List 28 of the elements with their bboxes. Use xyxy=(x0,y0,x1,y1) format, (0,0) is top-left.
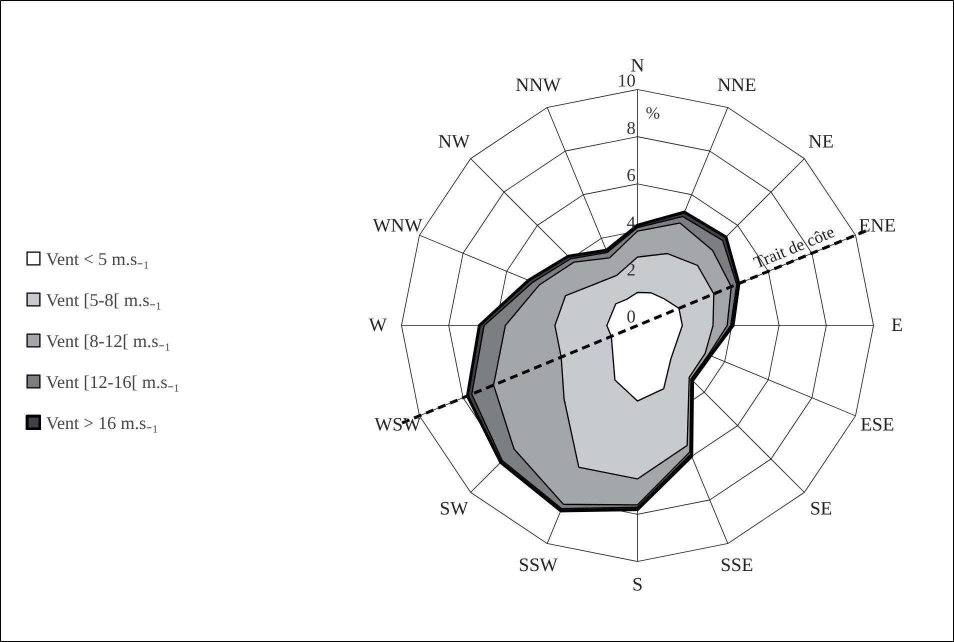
y-tick-label: 4 xyxy=(626,212,636,232)
spoke-label: WNW xyxy=(372,216,423,237)
legend-label: Vent < 5 m.s₋₁ xyxy=(46,248,150,270)
spoke-label: S xyxy=(632,574,643,596)
text: Trait de côte xyxy=(751,222,838,272)
spoke-label: SW xyxy=(440,498,468,520)
spoke-label: SE xyxy=(810,498,832,520)
y-tick-label: 0 xyxy=(626,306,636,327)
spoke-label: WSW xyxy=(374,414,421,436)
legend-label: Vent [8-12[ m.s₋₁ xyxy=(46,330,171,352)
legend-label: Vent > 16 m.s₋₁ xyxy=(46,412,158,434)
spoke-label: W xyxy=(368,315,387,336)
spoke-label: ENE xyxy=(858,216,896,237)
spoke-label: NNE xyxy=(717,75,756,96)
y-tick-label: 6 xyxy=(626,165,636,186)
text: % xyxy=(646,104,660,123)
y-tick-label: 2 xyxy=(626,259,636,280)
y-tick-label: 8 xyxy=(626,118,636,138)
spoke-label: SSW xyxy=(518,554,558,576)
spoke-label: SSE xyxy=(720,554,754,576)
spoke-label: NE xyxy=(808,131,834,152)
spoke-label: NW xyxy=(438,131,470,152)
spoke-label: ESE xyxy=(860,414,894,436)
legend-label: Vent [12-16[ m.s₋₁ xyxy=(46,371,180,393)
y-tick-label: 10 xyxy=(618,70,636,91)
spoke-label: NNW xyxy=(515,75,561,96)
spoke-label: E xyxy=(891,315,903,336)
legend-label: Vent [5-8[ m.s₋₁ xyxy=(46,289,162,311)
